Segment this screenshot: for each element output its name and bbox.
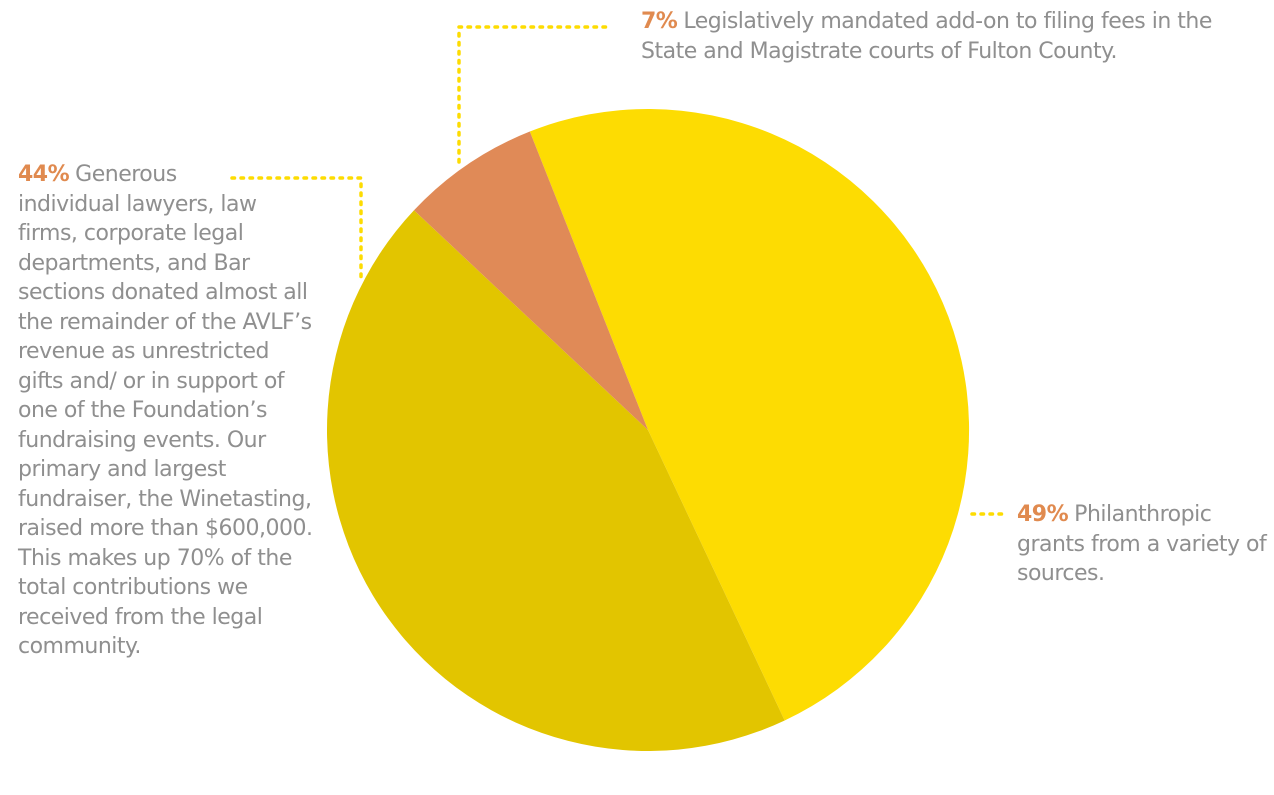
- slice-description-legal-community-first: Generous: [75, 162, 177, 187]
- pie-slice-legal-community: [326, 210, 785, 752]
- annotation-filing-fees: 7% Legislatively mandated add-on to filin…: [641, 7, 1273, 66]
- slice-label-filing-fees: 7%: [641, 9, 678, 34]
- slice-description-philanthropic: Philanthropic grants from a variety of s…: [1017, 502, 1267, 586]
- slice-description-legal-community: individual lawyers, law firms, corporate…: [18, 191, 313, 660]
- pie-slice-filing-fees: [414, 131, 648, 431]
- annotation-legal-community: 44% Generous individual lawyers, law firm…: [18, 160, 318, 662]
- slice-description-filing-fees: Legislatively mandated add-on to filing …: [641, 9, 1212, 64]
- annotation-philanthropic: 49% Philanthropic grants from a variety o…: [1017, 500, 1272, 589]
- leader-line-legal-community: [230, 176, 363, 285]
- pie-slices: [326, 108, 970, 752]
- slice-label-philanthropic: 49%: [1017, 502, 1069, 527]
- leader-lines: [230, 25, 1005, 516]
- leader-line-filing-fees: [457, 25, 614, 164]
- pie-slice-philanthropic: [529, 108, 970, 721]
- slice-label-legal-community: 44%: [18, 162, 70, 187]
